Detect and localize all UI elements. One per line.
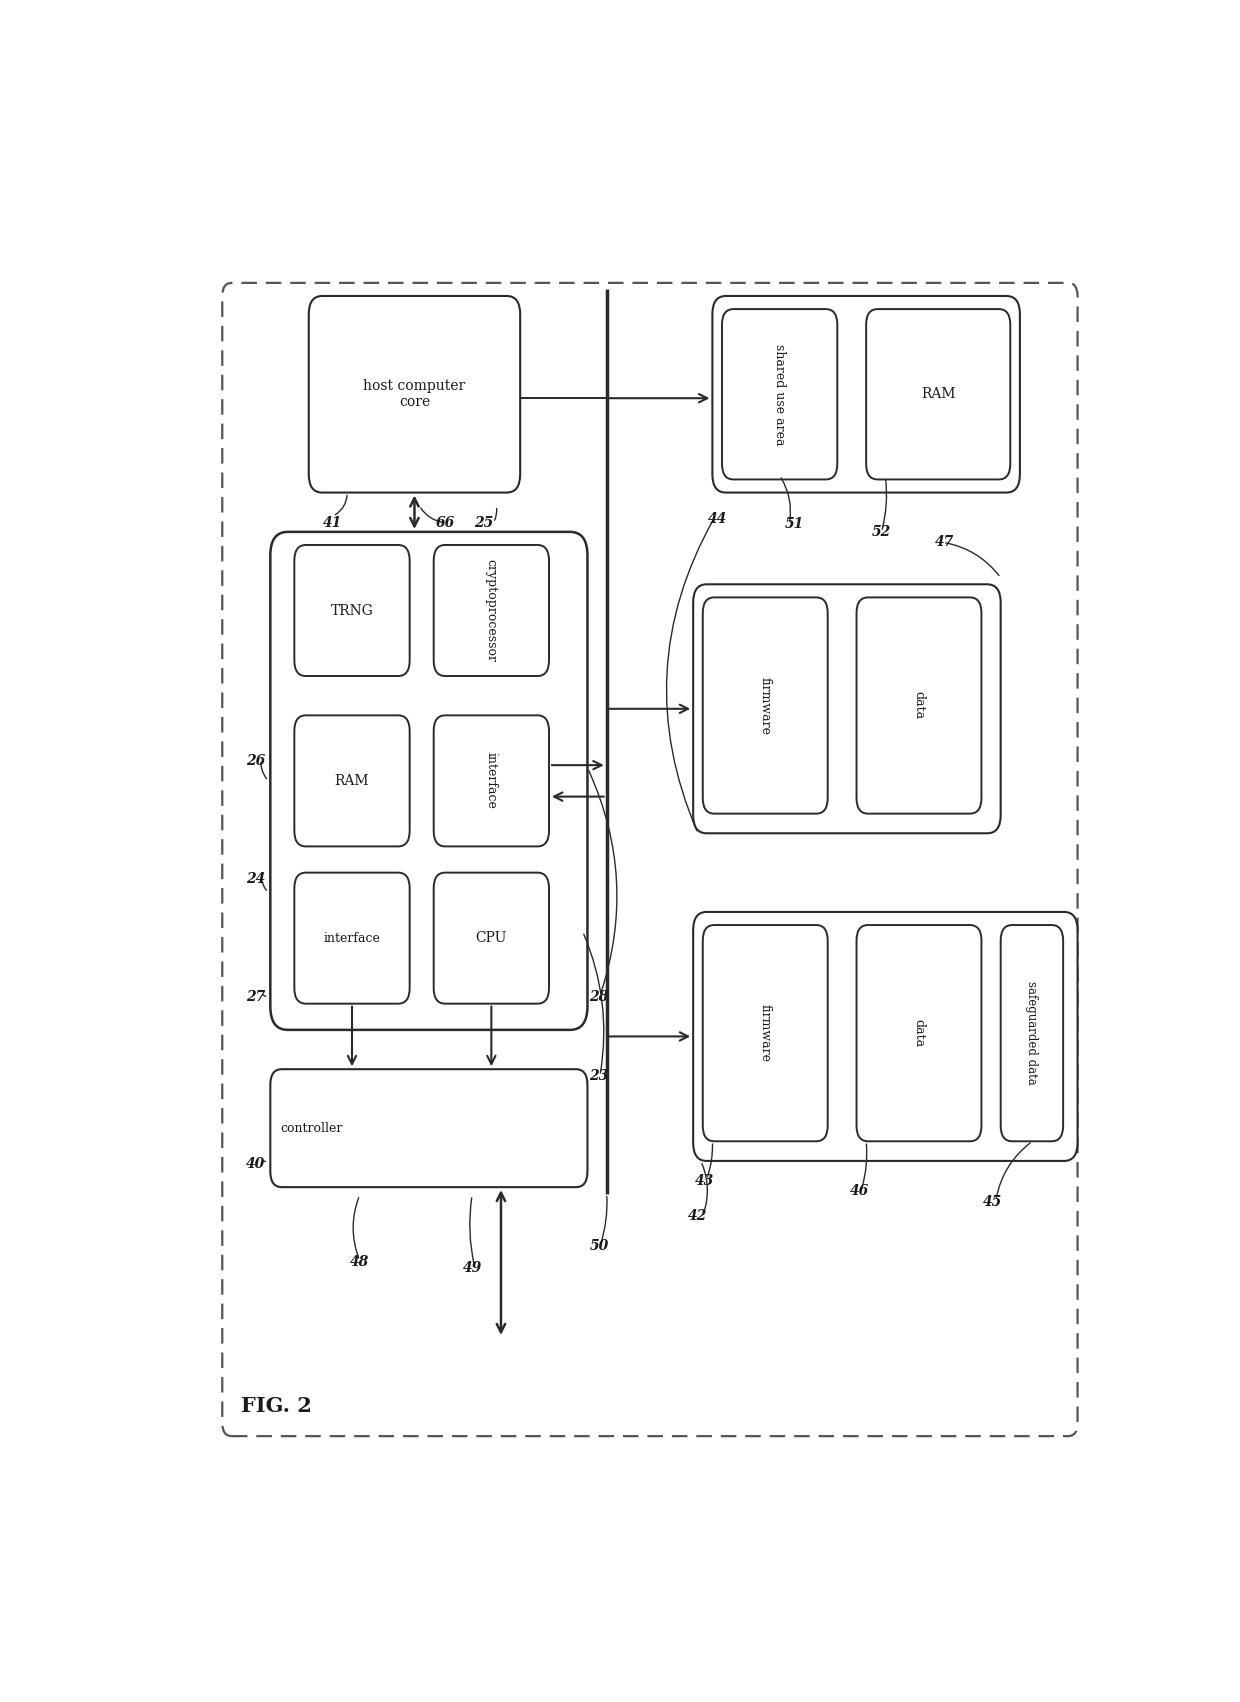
Text: firmware: firmware <box>759 1004 771 1062</box>
Text: 45: 45 <box>983 1195 1003 1208</box>
FancyBboxPatch shape <box>712 296 1019 492</box>
Text: data: data <box>913 691 925 720</box>
Text: host computer
core: host computer core <box>363 380 465 410</box>
FancyBboxPatch shape <box>1001 926 1063 1142</box>
FancyBboxPatch shape <box>270 531 588 1030</box>
FancyBboxPatch shape <box>294 545 409 676</box>
Text: shared use area: shared use area <box>774 344 786 444</box>
Text: interface: interface <box>485 752 497 810</box>
Text: RAM: RAM <box>921 388 956 402</box>
Text: cryptoprocessor: cryptoprocessor <box>485 558 497 662</box>
Text: 66: 66 <box>435 516 455 529</box>
FancyBboxPatch shape <box>434 715 549 846</box>
Text: 52: 52 <box>872 524 892 540</box>
Text: 42: 42 <box>688 1208 708 1224</box>
Text: 47: 47 <box>935 536 955 550</box>
Text: safeguarded data: safeguarded data <box>1025 982 1038 1086</box>
FancyBboxPatch shape <box>857 926 982 1142</box>
Text: 49: 49 <box>463 1261 482 1275</box>
Text: 23: 23 <box>589 1069 609 1082</box>
Text: interface: interface <box>324 931 381 945</box>
Text: 51: 51 <box>785 517 804 531</box>
FancyBboxPatch shape <box>309 296 521 492</box>
Text: data: data <box>913 1019 925 1047</box>
Text: 28: 28 <box>589 991 609 1004</box>
FancyBboxPatch shape <box>693 912 1078 1161</box>
Text: 27: 27 <box>247 991 265 1004</box>
FancyBboxPatch shape <box>434 873 549 1004</box>
FancyBboxPatch shape <box>703 597 828 814</box>
FancyBboxPatch shape <box>222 283 1078 1436</box>
FancyBboxPatch shape <box>857 597 982 814</box>
Text: 25: 25 <box>474 516 494 529</box>
Text: 24: 24 <box>247 871 265 887</box>
Text: 50: 50 <box>589 1239 609 1253</box>
Text: TRNG: TRNG <box>331 604 373 618</box>
FancyBboxPatch shape <box>270 1069 588 1188</box>
Text: 44: 44 <box>708 512 727 526</box>
Text: 40: 40 <box>247 1157 265 1171</box>
Text: 43: 43 <box>696 1174 714 1188</box>
Text: 41: 41 <box>324 516 342 529</box>
Text: RAM: RAM <box>335 774 370 788</box>
Text: 26: 26 <box>247 754 265 768</box>
FancyBboxPatch shape <box>434 545 549 676</box>
FancyBboxPatch shape <box>294 715 409 846</box>
FancyBboxPatch shape <box>703 926 828 1142</box>
Text: CPU: CPU <box>476 931 507 945</box>
Text: firmware: firmware <box>759 676 771 735</box>
FancyBboxPatch shape <box>722 310 837 480</box>
Text: FIG. 2: FIG. 2 <box>242 1396 312 1416</box>
Text: 48: 48 <box>350 1254 370 1270</box>
FancyBboxPatch shape <box>693 584 1001 834</box>
Text: controller: controller <box>280 1122 342 1135</box>
Text: 46: 46 <box>849 1185 869 1198</box>
FancyBboxPatch shape <box>294 873 409 1004</box>
FancyBboxPatch shape <box>866 310 1011 480</box>
